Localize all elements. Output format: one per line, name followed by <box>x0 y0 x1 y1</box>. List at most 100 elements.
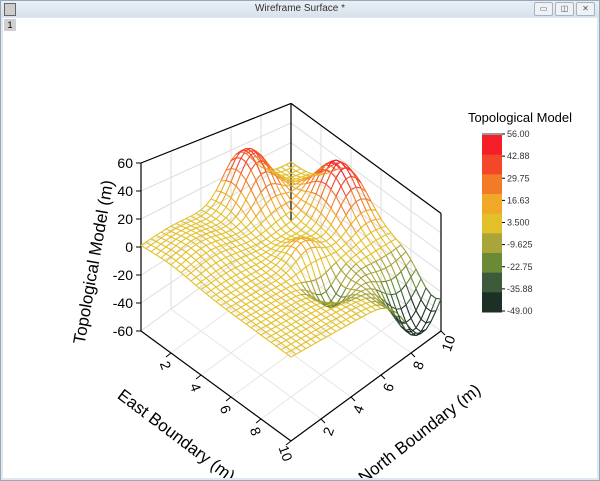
surface-mesh-segment <box>290 188 297 192</box>
surface-mesh-segment <box>290 311 297 316</box>
surface-mesh-segment <box>305 176 312 184</box>
surface-mesh-segment <box>395 238 402 246</box>
surface-mesh-segment <box>290 337 297 342</box>
surface-mesh-segment <box>235 168 242 174</box>
restore-button[interactable]: ◫ <box>555 2 574 16</box>
surface-mesh-segment <box>180 264 187 269</box>
surface-mesh-segment <box>245 307 252 312</box>
surface-mesh-segment <box>255 233 262 239</box>
surface-mesh-segment <box>265 265 272 270</box>
surface-mesh-segment <box>195 232 202 237</box>
surface-mesh-segment <box>350 304 357 309</box>
surface-mesh-segment <box>335 293 342 298</box>
surface-mesh-segment <box>305 175 312 178</box>
surface-mesh-segment <box>340 306 347 311</box>
surface-mesh-segment <box>225 264 232 271</box>
surface-mesh-segment <box>345 316 352 320</box>
surface-mesh-segment <box>215 200 222 205</box>
surface-mesh-segment <box>350 316 357 321</box>
surface-mesh-segment <box>220 264 227 269</box>
surface-mesh-segment <box>305 289 312 293</box>
layer-tab[interactable]: 1 <box>4 19 16 31</box>
surface-mesh-segment <box>160 243 167 248</box>
surface-mesh-segment <box>195 251 202 257</box>
surface-mesh-segment <box>320 242 327 248</box>
surface-mesh-segment <box>210 235 217 238</box>
surface-mesh-segment <box>345 258 352 265</box>
surface-mesh-segment <box>380 291 387 303</box>
surface-mesh-segment <box>180 230 187 234</box>
surface-mesh-segment <box>285 214 292 222</box>
surface-mesh-segment <box>275 209 282 219</box>
surface-mesh-segment <box>200 264 207 271</box>
minimize-button[interactable]: ▭ <box>534 2 553 16</box>
surface-mesh-segment <box>390 293 397 296</box>
surface-mesh-segment <box>350 313 357 318</box>
surface-mesh-segment <box>265 305 272 311</box>
surface-mesh-segment <box>385 241 392 246</box>
surface-mesh-segment <box>260 288 267 294</box>
surface-mesh-segment <box>355 285 362 291</box>
surface-mesh-segment <box>285 304 292 309</box>
surface-mesh-segment <box>270 315 277 321</box>
surface-mesh-segment <box>205 285 212 291</box>
surface-mesh-segment <box>175 245 182 250</box>
surface-mesh-segment <box>230 284 237 291</box>
surface-mesh-segment <box>320 196 327 203</box>
surface-mesh-segment <box>305 322 312 327</box>
surface-mesh-segment <box>225 299 232 303</box>
surface-mesh-segment <box>225 229 232 233</box>
surface-mesh-segment <box>320 163 327 168</box>
app-icon[interactable] <box>4 3 16 16</box>
surface-mesh-segment <box>255 330 262 336</box>
surface-mesh-segment <box>350 244 357 250</box>
surface-mesh-segment <box>350 309 357 315</box>
surface-mesh-segment <box>410 328 417 334</box>
surface-mesh-segment <box>245 320 252 325</box>
surface-mesh-segment <box>390 312 397 320</box>
surface-mesh-segment <box>255 315 262 319</box>
surface-mesh-segment <box>360 246 367 252</box>
surface-mesh-segment <box>275 329 282 334</box>
surface-mesh-segment <box>265 242 272 247</box>
title-bar[interactable]: Wireframe Surface * ▭ ◫ ✕ <box>1 1 599 17</box>
surface-mesh-segment <box>360 274 367 279</box>
surface-mesh-segment <box>350 186 357 191</box>
surface-mesh-segment <box>175 248 182 254</box>
surface-mesh-segment <box>285 337 292 341</box>
surface-mesh-segment <box>330 262 337 268</box>
surface-mesh-segment <box>200 238 207 243</box>
surface-mesh-segment <box>265 186 272 200</box>
surface-mesh-segment <box>390 306 397 319</box>
surface-mesh-segment <box>250 277 257 282</box>
surface-mesh-segment <box>370 309 377 313</box>
surface-mesh-segment <box>210 231 217 237</box>
surface-mesh-segment <box>365 263 372 267</box>
surface-mesh-segment <box>405 318 412 323</box>
surface-mesh-segment <box>265 203 272 215</box>
surface-mesh-segment <box>235 230 242 235</box>
surface-mesh-segment <box>185 232 192 236</box>
surface-mesh-segment <box>240 262 247 266</box>
surface-mesh-segment <box>250 156 257 159</box>
surface-mesh-segment <box>260 233 267 240</box>
surface-mesh-segment <box>280 217 287 226</box>
surface-mesh-segment <box>310 310 317 314</box>
surface-mesh-segment <box>295 347 302 352</box>
surface-mesh-segment <box>325 183 332 190</box>
surface-mesh-segment <box>245 269 252 275</box>
surface-mesh-segment <box>385 307 392 310</box>
surface-mesh-segment <box>360 314 367 318</box>
surface-mesh-segment <box>250 280 257 286</box>
close-button[interactable]: ✕ <box>576 2 595 16</box>
surface-mesh-segment <box>320 170 327 182</box>
surface-mesh-segment <box>235 238 242 242</box>
surface-mesh-segment <box>230 309 237 314</box>
surface-mesh-segment <box>180 235 187 239</box>
surface-mesh-segment <box>240 317 247 321</box>
surface-mesh-segment <box>270 326 277 330</box>
surface-mesh-segment <box>310 235 317 240</box>
surface-mesh-segment <box>350 201 357 208</box>
surface-mesh-segment <box>305 174 312 177</box>
